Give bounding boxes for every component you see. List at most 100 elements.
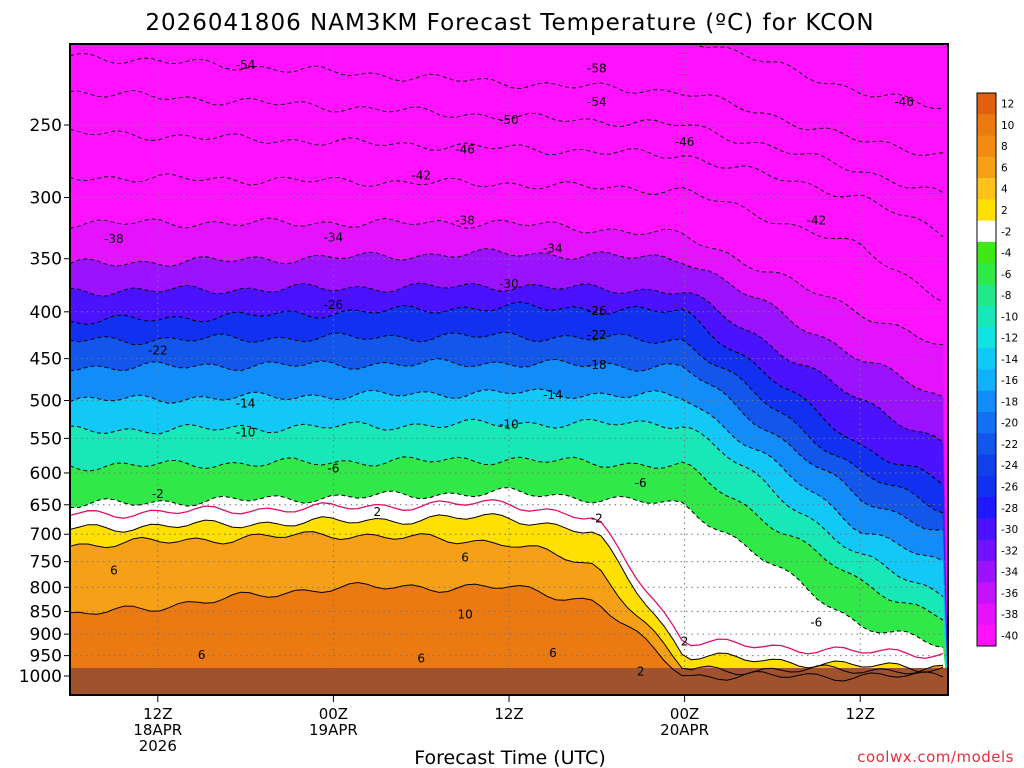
- contour-line: [70, 89, 944, 193]
- contour-line: [70, 456, 944, 621]
- contour-label: 2: [681, 635, 689, 649]
- colorbar-segment: [977, 582, 996, 604]
- contour-label: -34: [543, 241, 563, 255]
- colorbar-label: 4: [1001, 184, 1008, 196]
- below-ground-strip: [70, 667, 948, 695]
- grid-lines: [70, 44, 948, 695]
- x-tick-label: 20APR: [660, 721, 709, 739]
- colorbar-segment: [977, 241, 996, 264]
- colorbar-label: -20: [1001, 418, 1018, 430]
- colorbar-label: -38: [1001, 609, 1018, 621]
- colorbar-segment: [977, 412, 996, 434]
- colorbar-segment: [977, 284, 996, 307]
- x-tick-label: 00Z: [319, 705, 348, 723]
- contour-label: -2: [591, 512, 603, 526]
- contour-label: -54: [236, 58, 256, 72]
- colorbar-label: -36: [1001, 588, 1018, 600]
- colorbar-label: 2: [1001, 205, 1008, 217]
- x-tick-label: 18APR: [133, 721, 182, 739]
- y-tick-label: 950: [30, 647, 62, 667]
- contour-lines: [70, 44, 944, 682]
- temperature-bands: [70, 44, 948, 695]
- contour-line: [70, 128, 944, 238]
- colorbar-label: -10: [1001, 311, 1018, 323]
- contour-label: -42: [806, 214, 826, 228]
- y-tick-label: 1000: [19, 667, 62, 687]
- y-tick-label: 600: [30, 464, 62, 484]
- y-tick-label: 650: [30, 496, 62, 516]
- colorbar-segment: [977, 199, 996, 222]
- colorbar-label: -34: [1001, 567, 1018, 579]
- colorbar-segment: [977, 178, 996, 200]
- contour-line: [70, 487, 944, 648]
- contour-label: 6: [110, 564, 118, 578]
- colorbar: 12 10 8 6 4 2 -2 -4 -6 -8 -10 -12 -14 -16 -18 -20 -22 -24…: [976, 92, 1018, 647]
- colorbar-label: -2: [1001, 226, 1011, 238]
- y-tick-label: 900: [30, 625, 62, 645]
- contour-line: [70, 173, 944, 303]
- x-tick-label: 12Z: [494, 705, 523, 723]
- colorbar-segment: [977, 390, 996, 413]
- contour-line: [70, 388, 944, 562]
- contour-line: [70, 418, 944, 597]
- colorbar-segment: [977, 539, 996, 562]
- contour-label: -6: [810, 615, 822, 629]
- contour-label: 2: [373, 505, 381, 519]
- y-tick-label: 800: [30, 578, 62, 598]
- contour-label: -50: [499, 113, 519, 127]
- contour-line: [70, 331, 944, 514]
- colorbar-segment: [977, 93, 996, 115]
- contour-label: -38: [104, 232, 124, 246]
- contour-label: -10: [499, 417, 519, 431]
- y-tick-label: 550: [30, 429, 62, 449]
- x-tick-label: 00Z: [670, 705, 699, 723]
- colorbar-label: -28: [1001, 503, 1018, 515]
- contour-line: [70, 248, 944, 398]
- colorbar-label: 6: [1001, 162, 1008, 174]
- chart-title: 2026041806 NAM3KM Forecast Temperature (…: [145, 10, 874, 36]
- plot-area: -54 -58 -54 -46 -50 -46 -46 -42 -42 -38 -38 -34 -34 -…: [70, 44, 948, 695]
- contour-label: -14: [543, 388, 563, 402]
- contour-label: -6: [327, 461, 339, 475]
- contour-label: 6: [461, 550, 469, 564]
- colorbar-segment: [977, 114, 996, 137]
- colorbar-segment: [977, 220, 996, 243]
- colorbar-label: -8: [1001, 290, 1011, 302]
- y-tick-label: 850: [30, 602, 62, 622]
- colorbar-segment: [977, 369, 996, 392]
- contour-line: [70, 301, 944, 486]
- colorbar-segment: [977, 348, 996, 370]
- colorbar-segment: [977, 624, 996, 647]
- colorbar-segment: [977, 518, 996, 541]
- colorbar-label: -22: [1001, 439, 1018, 451]
- contour-line: [70, 358, 944, 531]
- colorbar-label: -12: [1001, 333, 1018, 345]
- colorbar-label: -14: [1001, 354, 1018, 366]
- contour-label: -22: [148, 344, 168, 358]
- contour-label: 6: [198, 648, 206, 662]
- x-tick-label: 12Z: [846, 705, 875, 723]
- contour-label: -46: [894, 95, 914, 109]
- contour-label: -54: [587, 95, 607, 109]
- colorbar-segment: [977, 305, 996, 328]
- colorbar-label: -40: [1001, 630, 1018, 642]
- contour-label: -10: [236, 426, 256, 440]
- contour-label: 10: [457, 608, 472, 622]
- contour-label: 2: [637, 665, 645, 679]
- x-tick-label: 12Z: [143, 705, 172, 723]
- contour-line: [70, 531, 944, 676]
- colorbar-segment: [977, 603, 996, 626]
- colorbar-segment: [977, 560, 996, 583]
- y-tick-label: 350: [30, 250, 62, 270]
- contour-label: 6: [549, 646, 557, 660]
- contour-label: -30: [499, 277, 519, 291]
- contour-label: -18: [587, 358, 607, 372]
- contour-label: -46: [455, 143, 475, 157]
- y-tick-label: 400: [30, 303, 62, 323]
- contour-label: -22: [587, 328, 607, 342]
- colorbar-label: -16: [1001, 375, 1018, 387]
- colorbar-label: -32: [1001, 545, 1018, 557]
- colorbar-label: -30: [1001, 524, 1018, 536]
- contour-label: -14: [236, 397, 256, 411]
